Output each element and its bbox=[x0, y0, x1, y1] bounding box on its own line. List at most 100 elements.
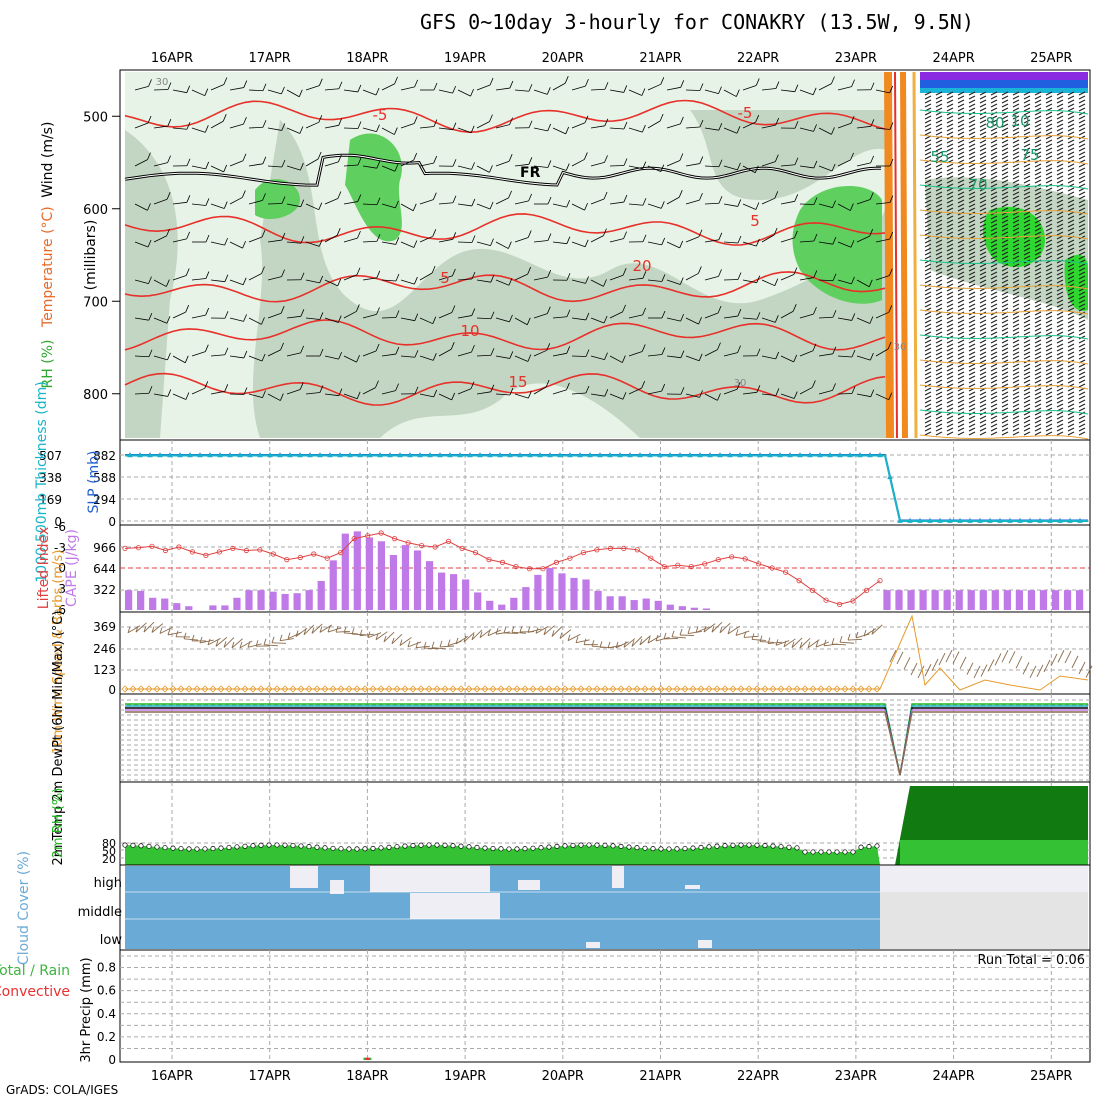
precip-conv-legend: Convective bbox=[0, 984, 70, 1000]
li-marker bbox=[392, 535, 398, 542]
y-tick-label: 500 bbox=[83, 110, 108, 125]
wind10-barb bbox=[807, 639, 820, 649]
wind10-barb bbox=[799, 637, 811, 649]
wind-barb bbox=[495, 317, 510, 323]
li-marker bbox=[270, 551, 276, 557]
wind-barb-flag bbox=[851, 349, 856, 358]
wind-barb bbox=[609, 201, 624, 205]
wind-barb bbox=[381, 241, 396, 245]
wind10-barb-flag bbox=[647, 636, 651, 644]
slp-marker bbox=[1067, 518, 1073, 523]
wind-barb-flag bbox=[813, 124, 817, 132]
extreme-contour-line bbox=[919, 309, 1089, 315]
wind10-barb bbox=[1085, 665, 1093, 678]
li-marker bbox=[607, 545, 613, 552]
wind-barb-flag bbox=[433, 82, 438, 91]
wind-barb-flag bbox=[621, 355, 626, 363]
wind10-barb-flag bbox=[455, 637, 459, 645]
wind-barb bbox=[229, 279, 244, 286]
wind-barb-flag bbox=[395, 310, 400, 318]
wind10-barb-flag bbox=[391, 637, 395, 644]
slp-marker bbox=[647, 452, 653, 458]
wind-barb bbox=[818, 127, 832, 135]
wind-barb bbox=[267, 349, 281, 357]
wind10-marker bbox=[145, 685, 153, 693]
wind-barb bbox=[818, 165, 833, 172]
cape-bar bbox=[437, 572, 446, 610]
rh2m-marker bbox=[314, 844, 320, 850]
rh2m-marker bbox=[682, 845, 688, 852]
wind10-marker bbox=[249, 685, 257, 693]
wind-barb bbox=[875, 275, 890, 281]
wind10-barb bbox=[924, 664, 932, 677]
wind-barb bbox=[438, 348, 452, 357]
contour-red bbox=[894, 71, 898, 439]
wind10-barb bbox=[871, 624, 883, 635]
wind10-barb bbox=[767, 641, 782, 645]
wind10-barb-flag bbox=[431, 641, 435, 648]
wind-barb-flag bbox=[831, 76, 835, 84]
wind-barb bbox=[381, 279, 396, 282]
rh2m-marker bbox=[442, 842, 448, 848]
wind10-barb bbox=[815, 641, 830, 648]
slp-marker bbox=[687, 452, 693, 458]
wind-line bbox=[121, 614, 1089, 693]
slp-marker bbox=[807, 452, 813, 458]
wind10-marker bbox=[345, 685, 353, 693]
wind-barb bbox=[742, 317, 757, 320]
wind-barb-flag bbox=[545, 379, 550, 388]
slp-marker bbox=[717, 452, 723, 458]
wind10-barb bbox=[543, 625, 555, 636]
slp-axis: 507 338 169 0 882 588 294 0 bbox=[39, 449, 116, 529]
wind-barb-flag bbox=[756, 348, 761, 356]
wind-barb bbox=[533, 349, 547, 357]
wind10-barb bbox=[791, 637, 803, 648]
rh2m-marker bbox=[346, 846, 352, 852]
wind-barb bbox=[324, 317, 339, 323]
wind10-barb-flag bbox=[135, 625, 139, 633]
cloud-fill-missing-high bbox=[880, 866, 1088, 892]
rh2m-marker bbox=[626, 844, 632, 850]
wind-barb bbox=[837, 203, 851, 211]
cape-bar bbox=[474, 592, 482, 610]
wind-barb-flag bbox=[528, 157, 533, 165]
wind-barb-flag bbox=[433, 155, 438, 164]
wind-barb bbox=[799, 313, 814, 319]
temperature-contour bbox=[124, 99, 886, 134]
wind-barb bbox=[495, 124, 510, 129]
wind-barb-flag bbox=[432, 316, 437, 324]
slp-marker bbox=[967, 518, 973, 523]
upper-air-legend-label: RH (%) Temperature (°C) Wind (m/s) bbox=[40, 122, 56, 389]
wind-barb-flag bbox=[452, 232, 457, 240]
wind-barb-flag bbox=[414, 350, 419, 358]
wind10-marker bbox=[281, 685, 289, 693]
wind-barb bbox=[248, 199, 263, 205]
li-marker bbox=[162, 547, 169, 554]
wind-barb bbox=[324, 161, 339, 167]
wind-barb-flag bbox=[470, 125, 475, 133]
wind-barb bbox=[438, 393, 452, 401]
li-marker bbox=[526, 566, 533, 572]
wind10-barb-flag bbox=[167, 628, 171, 636]
wind-barb-flag bbox=[603, 191, 608, 200]
wind-barb bbox=[704, 127, 719, 131]
wind10-barb bbox=[952, 651, 960, 664]
wind10-barb bbox=[607, 644, 622, 649]
wind10-barb bbox=[151, 623, 164, 633]
cape-bar bbox=[425, 561, 434, 610]
wind10-marker bbox=[193, 685, 201, 693]
wind-barb bbox=[419, 126, 434, 129]
contour-orange bbox=[884, 71, 894, 439]
cape-ylabel: CAPE (J/kg) bbox=[64, 529, 80, 607]
wind-barb bbox=[780, 237, 795, 243]
temp2m-panel: 2m Temp 2m DewPt (6hr Min/Max) (°C) bbox=[51, 611, 1091, 865]
wind-barb bbox=[666, 317, 681, 322]
extreme-contour-line bbox=[919, 209, 1089, 215]
cloud-gap bbox=[370, 866, 490, 892]
wind-barb bbox=[191, 278, 206, 281]
wind-barb-flag bbox=[205, 198, 210, 206]
wind-barb-flag bbox=[869, 192, 874, 200]
top-date-label: 24APR bbox=[932, 51, 974, 66]
wind10-marker bbox=[745, 685, 753, 693]
wind-barb-flag bbox=[508, 190, 512, 199]
